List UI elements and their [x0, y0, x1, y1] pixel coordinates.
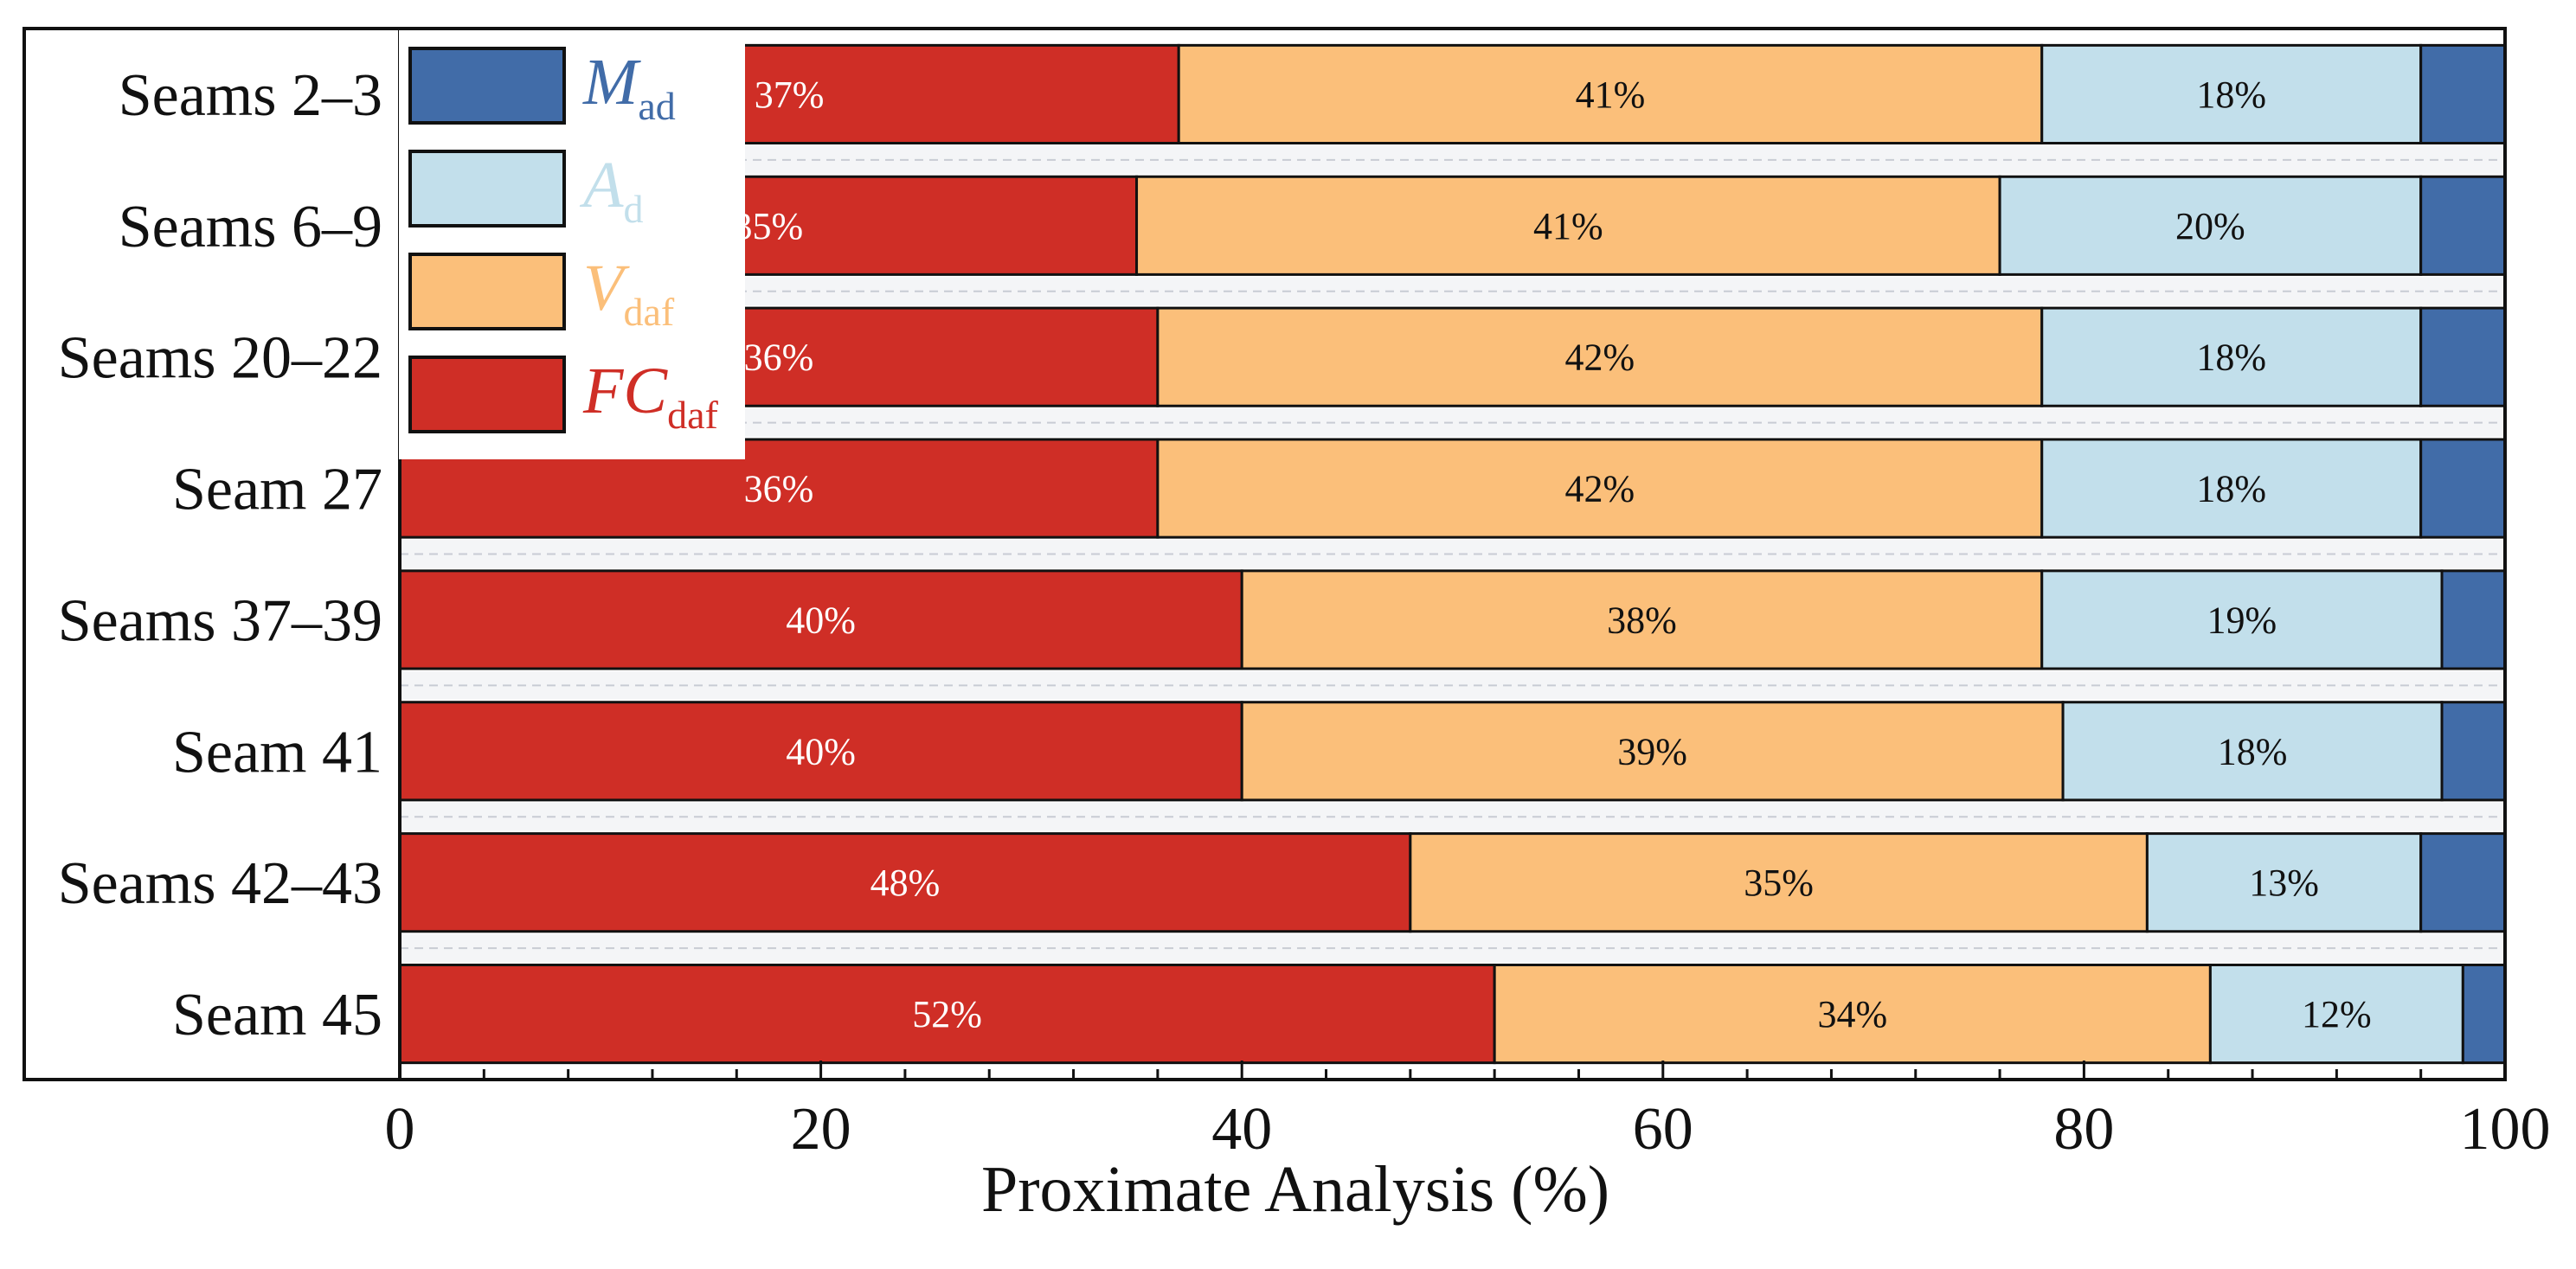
bar-label-a-seams-37-39: 19% — [2207, 599, 2277, 641]
bar-value-labels: 37% 41% 18% 35% 41% 20% 36% 42% 18% 36% 42% 18% 40% 3… — [733, 74, 2371, 1035]
bar-label-fc-seam-27: 36% — [744, 468, 814, 510]
bar-label-a-seam-45: 12% — [2302, 993, 2372, 1035]
x-tick-label-60: 60 — [1633, 1096, 1693, 1163]
y-tick-label-seam-41: Seam 41 — [172, 719, 382, 785]
legend-swatch-a — [408, 150, 566, 228]
bar-label-a-seams-2-3: 18% — [2196, 74, 2266, 116]
bar-label-fc-seams-37-39: 40% — [786, 599, 856, 641]
bar-segment-a-seam-27 — [2040, 438, 2423, 539]
legend-entry-a: Ad — [579, 149, 643, 231]
bar-segment-m-seams-6-9 — [2419, 175, 2507, 276]
bar-segment-a-seam-45 — [2208, 963, 2464, 1065]
bar-label-v-seam-27: 42% — [1564, 468, 1635, 510]
legend: Mad Ad Vdaf FCdaf — [399, 30, 745, 459]
y-tick-label-seam-45: Seam 45 — [172, 982, 382, 1048]
bar-label-a-seam-41: 18% — [2218, 730, 2288, 772]
bar-label-fc-seams-20-22: 36% — [744, 336, 814, 379]
bar-label-v-seam-41: 39% — [1617, 730, 1687, 772]
x-tick-label-80: 80 — [2053, 1096, 2114, 1163]
bar-label-a-seam-27: 18% — [2196, 468, 2266, 510]
bar-segment-m-seam-41 — [2440, 701, 2507, 802]
bar-segment-v-seams-37-39 — [1240, 569, 2044, 670]
x-axis-title: Proximate Analysis (%) — [981, 1153, 1609, 1226]
bar-segment-fc-seam-45 — [398, 963, 1496, 1065]
bar-label-fc-seams-2-3: 37% — [755, 74, 825, 116]
legend-swatch-m — [408, 47, 566, 125]
bar-segment-fc-seams-37-39 — [398, 569, 1243, 670]
bar-segment-v-seam-45 — [1493, 963, 2212, 1065]
bar-label-v-seams-6-9: 41% — [1533, 205, 1603, 247]
bar-segment-fc-seams-42-43 — [398, 832, 1412, 933]
y-axis-category-labels: Seams 2–3 Seams 6–9 Seams 20–22 Seam 27 Seam… — [58, 62, 382, 1048]
bar-segment-v-seams-20-22 — [1156, 306, 2044, 407]
bar-segment-v-seam-27 — [1156, 438, 2044, 539]
bar-segment-m-seams-37-39 — [2440, 569, 2507, 670]
bar-segment-m-seam-27 — [2419, 438, 2507, 539]
bar-label-fc-seams-42-43: 48% — [870, 862, 941, 904]
outer-frame — [22, 27, 2507, 1081]
bar-segment-a-seams-42-43 — [2145, 832, 2423, 933]
bar-segment-m-seams-2-3 — [2419, 43, 2507, 145]
legend-swatch-v — [408, 253, 566, 330]
y-tick-label-seams-37-39: Seams 37–39 — [58, 587, 382, 654]
y-tick-label-seams-20-22: Seams 20–22 — [58, 325, 382, 392]
x-tick-label-40: 40 — [1211, 1096, 1272, 1163]
bar-segment-m-seams-20-22 — [2419, 306, 2507, 407]
bar-label-v-seams-37-39: 38% — [1607, 599, 1677, 641]
bar-label-a-seams-6-9: 20% — [2175, 205, 2245, 247]
bar-segment-a-seam-41 — [2061, 701, 2444, 802]
legend-swatch-fc — [408, 356, 566, 433]
y-tick-label-seam-27: Seam 27 — [172, 457, 382, 523]
legend-entry-m: Mad — [582, 46, 676, 128]
y-tick-label-seams-2-3: Seams 2–3 — [119, 62, 382, 129]
legend-entry-v: Vdaf — [583, 252, 675, 334]
bar-segment-m-seam-45 — [2461, 963, 2507, 1065]
bar-label-v-seam-45: 34% — [1817, 993, 1887, 1035]
bar-label-v-seams-20-22: 42% — [1564, 336, 1635, 379]
y-tick-label-seams-6-9: Seams 6–9 — [119, 194, 382, 260]
x-axis: 0 20 40 60 80 100 — [385, 29, 2551, 1163]
bar-label-v-seams-2-3: 41% — [1576, 74, 1646, 116]
bar-segment-fc-seam-41 — [398, 701, 1243, 802]
bar-label-a-seams-20-22: 18% — [2196, 336, 2266, 379]
x-tick-label-0: 0 — [385, 1096, 415, 1163]
bar-segment-a-seams-37-39 — [2040, 569, 2444, 670]
bar-label-fc-seam-45: 52% — [912, 993, 982, 1035]
bar-segment-a-seams-20-22 — [2040, 306, 2423, 407]
y-tick-label-seams-42-43: Seams 42–43 — [58, 850, 382, 917]
bar-segment-m-seams-42-43 — [2419, 832, 2507, 933]
bar-label-a-seams-42-43: 13% — [2249, 862, 2319, 904]
category-separator-bands — [400, 145, 2505, 963]
x-tick-label-100: 100 — [2460, 1096, 2551, 1163]
bar-segment-a-seams-6-9 — [1998, 175, 2423, 276]
bar-label-fc-seam-41: 40% — [786, 730, 856, 772]
bar-segment-v-seams-6-9 — [1135, 175, 2001, 276]
x-tick-label-20: 20 — [791, 1096, 851, 1163]
legend-entry-fc: FCdaf — [582, 355, 719, 437]
bar-label-v-seams-42-43: 35% — [1744, 862, 1814, 904]
